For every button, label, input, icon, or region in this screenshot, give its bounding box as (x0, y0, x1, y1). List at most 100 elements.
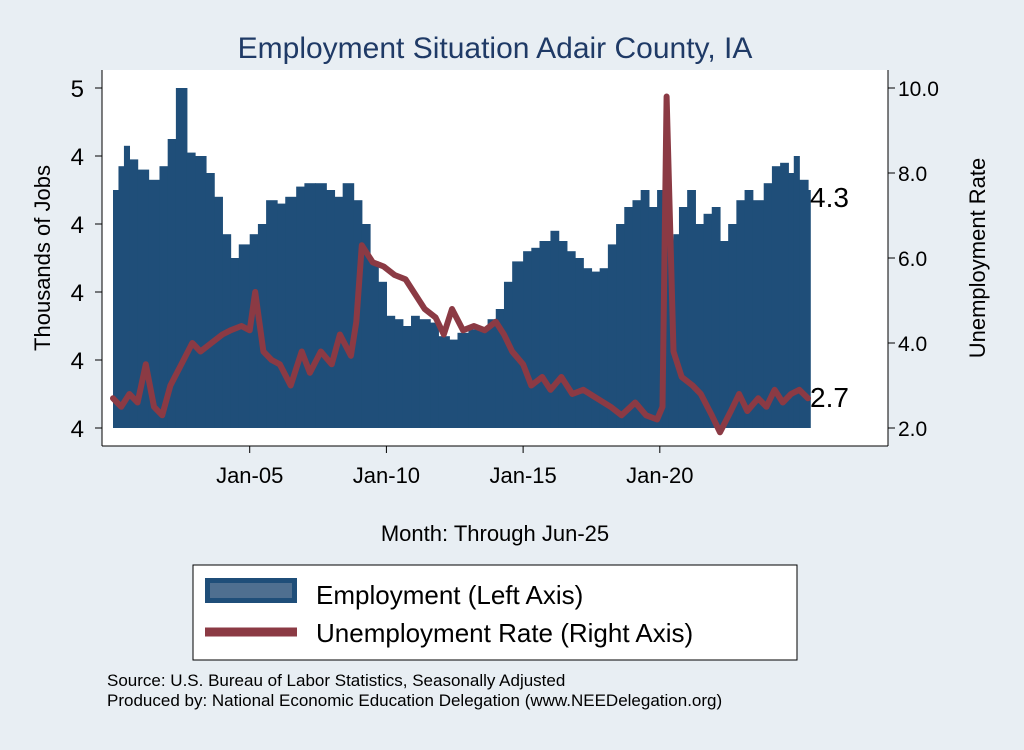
x-tick-label: Jan-05 (216, 463, 283, 488)
y-right-tick-label: 6.0 (898, 248, 927, 271)
employment-bar (808, 190, 811, 428)
y-left-tick-label: 4 (71, 212, 84, 239)
employment-bar (599, 268, 609, 428)
employment-bar (370, 261, 379, 428)
employment-bar (334, 196, 344, 428)
employment-bar (148, 179, 161, 428)
employment-bar (695, 224, 705, 428)
y-right-tick-label: 8.0 (898, 163, 927, 186)
axes: 4 4 4 4 4 5 2.0 4.0 6.0 8.0 10.0 Jan-05 Jan-10 Jan-15… (71, 70, 939, 488)
employment-bar (266, 200, 278, 428)
employment-bars (113, 88, 811, 429)
source-note: Source: U.S. Bureau of Labor Statistics,… (107, 671, 566, 690)
employment-bar (793, 156, 800, 428)
employment-bar (744, 190, 754, 428)
unemployment-line-layer (110, 93, 811, 436)
employment-bar (175, 88, 188, 428)
employment-bar (558, 241, 568, 428)
employment-bar (186, 152, 196, 428)
y-right-tick-label: 2.0 (898, 418, 927, 441)
employment-bar (771, 166, 781, 428)
employment-bar (205, 173, 215, 428)
employment-bar (703, 213, 713, 428)
legend-employment-label: Employment (Left Axis) (316, 580, 583, 610)
employment-bar (780, 162, 789, 429)
employment-bar (736, 200, 746, 428)
employment-bar (123, 145, 131, 429)
employment-bar (378, 281, 388, 428)
employment-bar (386, 315, 396, 428)
employment-bar (394, 319, 404, 428)
employment-bar (539, 241, 552, 428)
employment-bar (342, 183, 355, 428)
employment-bar (648, 207, 658, 428)
employment-bar (719, 241, 729, 428)
employment-bar (566, 251, 576, 428)
y-left-tick-label: 5 (71, 76, 84, 103)
produced-by-note: Produced by: National Economic Education… (107, 691, 723, 710)
x-tick-label: Jan-20 (626, 463, 693, 488)
employment-bar (512, 261, 524, 428)
employment-bar (752, 200, 765, 428)
employment-bar (583, 268, 593, 428)
y-left-tick-label: 4 (71, 416, 84, 443)
employment-bar (304, 183, 316, 428)
y-left-tick-label: 4 (71, 144, 84, 171)
employment-bar (419, 319, 431, 428)
employment-bar (129, 159, 139, 428)
employment-bar (195, 156, 207, 428)
employment-bar (550, 230, 560, 428)
employment-bar (523, 251, 532, 428)
employment-bar (238, 244, 251, 428)
legend-employment-swatch-inner (210, 583, 292, 598)
y-right-tick-label: 10.0 (898, 78, 939, 101)
employment-bar (118, 166, 125, 428)
employment-bar (296, 186, 305, 428)
employment-bar (673, 234, 680, 428)
employment-bar (657, 190, 664, 428)
employment-bar (624, 207, 634, 428)
x-axis-label: Month: Through Jun-25 (381, 521, 609, 546)
employment-bar (167, 139, 177, 428)
employment-bar (468, 329, 478, 428)
employment-bar (285, 196, 297, 428)
chart-title: Employment Situation Adair County, IA (238, 32, 753, 65)
unemployment-end-label: 2.7 (810, 382, 849, 413)
employment-bar (575, 258, 584, 428)
employment-bar (799, 179, 809, 428)
x-tick-label: Jan-10 (353, 463, 420, 488)
employment-bar (531, 247, 541, 428)
employment-bar (277, 203, 286, 428)
employment-end-label: 4.3 (810, 182, 849, 213)
employment-bar (487, 319, 497, 428)
employment-bar (438, 336, 450, 428)
unemployment-rate-line (110, 93, 811, 436)
employment-bar (788, 173, 795, 428)
employment-bar (159, 166, 169, 428)
y-right-tick-label: 4.0 (898, 333, 927, 356)
employment-bar (678, 207, 688, 428)
employment-bar (137, 169, 150, 428)
y-axis-left-label: Thousands of Jobs (30, 165, 55, 351)
employment-bar (495, 309, 505, 428)
y-left-tick-label: 4 (71, 348, 84, 375)
employment-bar (361, 224, 371, 428)
employment-bar (728, 224, 737, 428)
employment-bar (402, 326, 412, 428)
y-left-tick-label: 4 (71, 280, 84, 307)
legend: Employment (Left Axis) Unemployment Rate… (192, 564, 798, 661)
x-tick-label: Jan-15 (489, 463, 556, 488)
employment-bar (687, 190, 696, 428)
employment-bar (249, 234, 259, 428)
employment-bar (616, 224, 625, 428)
employment-bar (607, 244, 617, 428)
legend-unemployment-label: Unemployment Rate (Right Axis) (316, 618, 693, 648)
employment-bar (763, 183, 773, 428)
employment-bar (411, 315, 420, 428)
employment-bar (326, 190, 336, 428)
employment-bar (711, 207, 721, 428)
employment-bar (591, 271, 601, 428)
employment-bar (315, 183, 327, 428)
